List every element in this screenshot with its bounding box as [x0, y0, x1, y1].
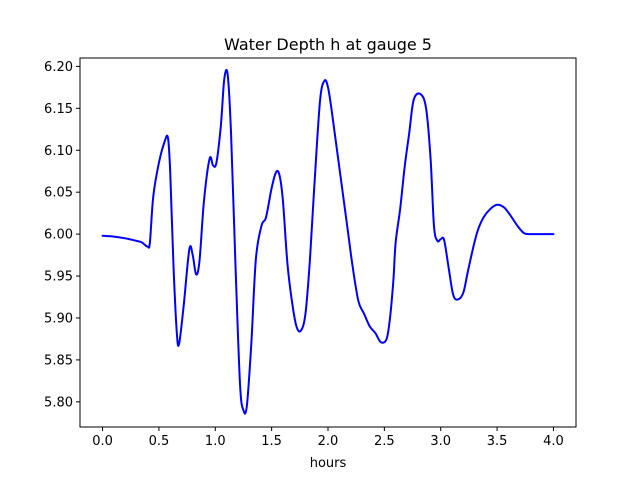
y-tick-label: 5.85	[44, 353, 73, 368]
x-tick-label: 1.5	[261, 434, 282, 449]
y-tick-label: 6.00	[44, 228, 73, 243]
x-tick-label: 3.5	[487, 434, 508, 449]
x-tick-label: 2.5	[374, 434, 395, 449]
x-tick-label: 0.5	[149, 434, 170, 449]
chart-title: Water Depth h at gauge 5	[224, 35, 432, 54]
y-tick-label: 6.20	[44, 60, 73, 75]
y-tick-label: 6.15	[44, 102, 73, 117]
y-axis: 5.80 5.85 5.90 5.95 6.00 6.05 6.10 6.15 6.20	[44, 60, 80, 410]
y-tick-label: 5.95	[44, 270, 73, 285]
x-tick-label: 4.0	[543, 434, 564, 449]
x-axis: 0.0 0.5 1.0 1.5 2.0 2.5 3.0 3.5 4.0	[92, 427, 564, 449]
x-tick-label: 1.0	[205, 434, 226, 449]
series-line	[101, 68, 555, 415]
y-tick-label: 6.10	[44, 144, 73, 159]
x-tick-label: 3.0	[430, 434, 451, 449]
x-tick-label: 2.0	[318, 434, 339, 449]
x-axis-label: hours	[310, 456, 347, 471]
plot-area-frame	[79, 57, 577, 428]
y-tick-label: 6.05	[44, 186, 73, 201]
x-tick-label: 0.0	[92, 434, 113, 449]
y-tick-label: 5.90	[44, 311, 73, 326]
y-tick-label: 5.80	[44, 395, 73, 410]
